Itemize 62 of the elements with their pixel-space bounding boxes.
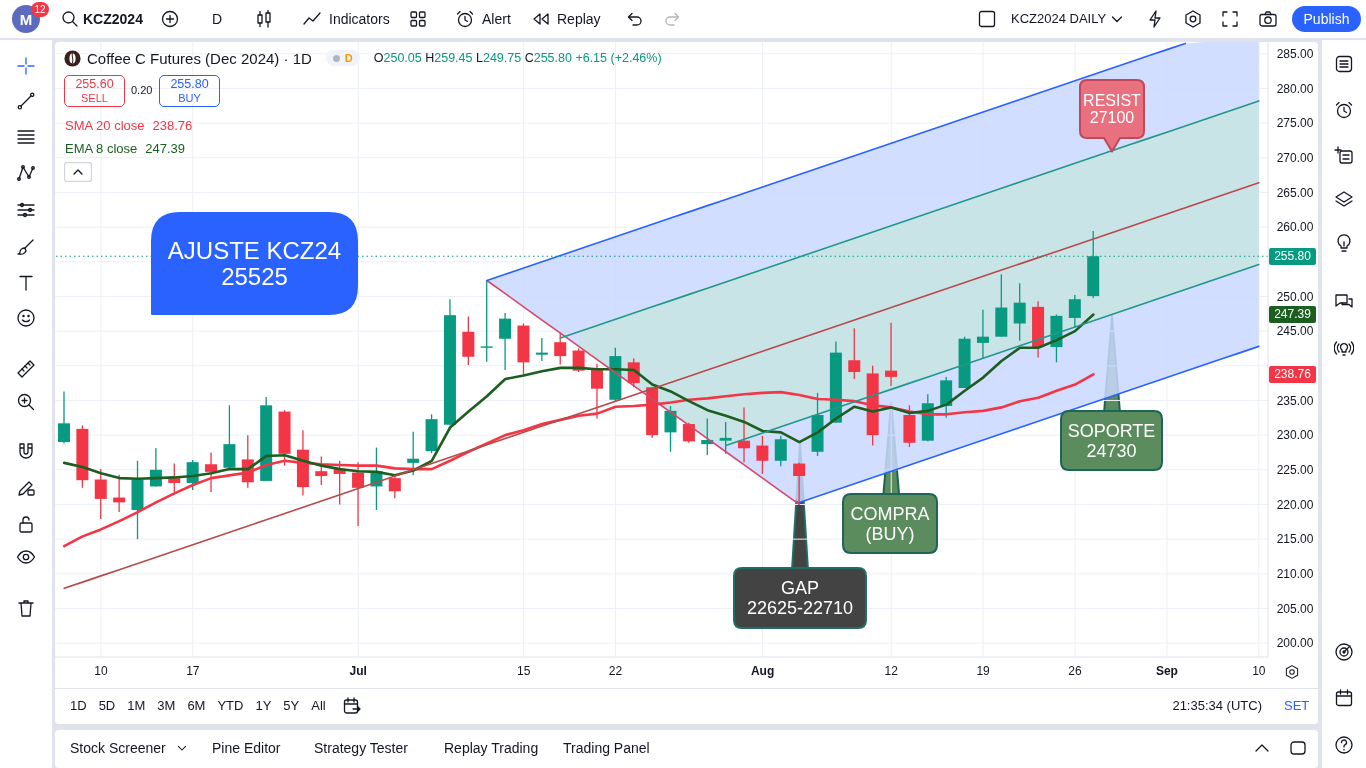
y-tick-label: 205.00 bbox=[1276, 601, 1314, 616]
annotation: 238.76 bbox=[152, 118, 193, 133]
ref-line-label: 255.80 bbox=[1269, 247, 1316, 265]
annotation: RESIST 27100 bbox=[1083, 91, 1142, 127]
text: Replay bbox=[557, 10, 601, 28]
annotation: 247.39 bbox=[145, 141, 186, 156]
y-tick-label: 225.00 bbox=[1276, 463, 1314, 477]
text: D bbox=[212, 10, 223, 28]
annotation: 255.60 SELL bbox=[75, 77, 114, 105]
y-tick-label: 215.00 bbox=[1276, 532, 1314, 547]
y-tick-label: 260.00 bbox=[1276, 220, 1314, 235]
x-tick-label: Jul bbox=[349, 664, 367, 679]
y-tick-label: 200.00 bbox=[1276, 636, 1314, 651]
y-tick-label: 235.00 bbox=[1276, 393, 1314, 408]
text: M bbox=[19, 10, 33, 28]
x-tick-label: 22 bbox=[608, 664, 623, 679]
x-tick-label: 10 bbox=[1252, 664, 1266, 679]
y-tick-label: 265.00 bbox=[1276, 185, 1314, 200]
text: 247.39 bbox=[1274, 307, 1311, 322]
annotation: GAP 22625-22710 bbox=[746, 578, 854, 619]
annotation: 255.80 BUY bbox=[170, 77, 209, 105]
y-tick-label: 230.00 bbox=[1276, 428, 1314, 443]
x-tick-label: 26 bbox=[1068, 664, 1083, 679]
x-tick-label: 10 bbox=[94, 664, 108, 679]
text: O250.05 H259.45 L249.75 C255.80 +6.15 (+2.46%) bbox=[373, 51, 662, 65]
annotation: SOPORTE 24730 bbox=[1067, 420, 1156, 461]
x-tick-label: 12 bbox=[884, 664, 899, 679]
text: Stock Screener bbox=[70, 739, 166, 757]
y-tick-label: 220.00 bbox=[1276, 497, 1314, 512]
text: Trading Panel bbox=[563, 739, 650, 757]
text: Replay Trading bbox=[444, 739, 539, 757]
annotation: D bbox=[344, 52, 353, 64]
y-tick-label: 280.00 bbox=[1276, 81, 1314, 96]
text: 12 bbox=[31, 2, 49, 17]
y-tick-label: 210.00 bbox=[1276, 567, 1314, 581]
text: Pine Editor bbox=[212, 739, 281, 757]
x-tick-label: Aug bbox=[750, 664, 775, 679]
text: Coffee C Futures (Dec 2024) · 1D bbox=[87, 49, 312, 67]
text: 238.76 bbox=[1274, 366, 1311, 381]
x-tick-label: 15 bbox=[516, 664, 531, 679]
text: KCZ2024 bbox=[83, 10, 143, 28]
text: SMA 20 close bbox=[65, 118, 145, 133]
y-tick-label: 250.00 bbox=[1276, 289, 1314, 304]
x-tick-label: 17 bbox=[186, 664, 200, 679]
y-tick-label: 270.00 bbox=[1276, 150, 1314, 165]
text: 21:35:34 (UTC) bbox=[1172, 698, 1262, 714]
x-tick-label: 19 bbox=[976, 664, 991, 679]
text: EMA 8 close bbox=[65, 141, 138, 156]
y-tick-label: 245.00 bbox=[1276, 324, 1314, 339]
text: Strategy Tester bbox=[314, 739, 408, 757]
text: SET bbox=[1284, 698, 1310, 714]
text: Indicators bbox=[329, 10, 390, 28]
x-tick-label: Sep bbox=[1155, 664, 1178, 679]
text: Alert bbox=[482, 10, 511, 28]
y-tick-label: 285.00 bbox=[1276, 46, 1314, 61]
text: 1D 5D 1M 3M 6M YTD 1Y 5Y All bbox=[70, 698, 326, 713]
annotation: COMPRA (BUY) bbox=[850, 503, 930, 544]
annotation: 0.20 bbox=[131, 84, 153, 98]
y-tick-label: 275.00 bbox=[1276, 116, 1314, 131]
text: Publish bbox=[1292, 6, 1361, 32]
annotation: AJUSTE KCZ24 25525 bbox=[167, 236, 342, 291]
text: KCZ2024 DAILY bbox=[1011, 11, 1107, 27]
